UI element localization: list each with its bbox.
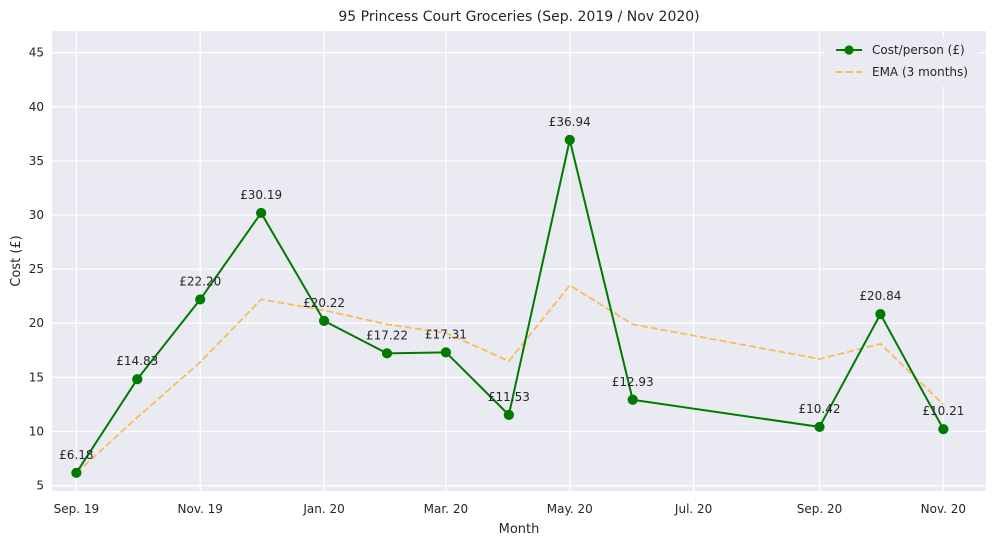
y-tick-label: 40	[29, 100, 44, 114]
data-point	[814, 421, 825, 433]
y-tick-label: 10	[29, 424, 44, 438]
x-tick-label: Nov. 19	[178, 502, 223, 516]
x-axis-title: Month	[499, 522, 540, 537]
y-tick-label: 5	[36, 479, 44, 493]
grid	[52, 31, 986, 491]
data-label: £22.20	[179, 274, 221, 288]
x-tick-label: Mar. 20	[424, 502, 468, 516]
data-label: £14.83	[116, 354, 158, 368]
data-point	[503, 409, 514, 421]
data-point	[256, 207, 267, 219]
x-tick-label: Nov. 20	[921, 502, 966, 516]
x-tick-label: Jul. 20	[674, 502, 712, 516]
y-tick-label: 35	[29, 154, 44, 168]
data-point	[132, 374, 143, 385]
y-tick-label: 30	[29, 208, 44, 222]
y-tick-label: 25	[29, 262, 44, 276]
data-label: £10.21	[922, 404, 964, 418]
y-tick-label: 20	[29, 316, 44, 330]
y-axis-ticks: 5 10 15 20 25 30 35 40 45	[29, 46, 44, 493]
data-labels: £6.18 £14.83 £22.20 £30.19 £20.22 £17.22 £17.3…	[59, 115, 964, 462]
data-point	[875, 309, 886, 320]
y-axis-title: Cost (£)	[9, 235, 24, 286]
legend-label-cost: Cost/person (£)	[872, 43, 965, 57]
data-point	[564, 134, 575, 145]
x-tick-label: Sep. 19	[54, 502, 100, 516]
data-point	[440, 347, 452, 358]
plot-area	[52, 31, 986, 491]
x-tick-label: May. 20	[547, 502, 593, 516]
data-label: £17.31	[425, 327, 467, 341]
series-line-ema	[75, 284, 944, 474]
data-label: £10.42	[799, 402, 841, 416]
data-label: £17.22	[366, 328, 408, 342]
chart-title: 95 Princess Court Groceries (Sep. 2019 /…	[338, 9, 699, 25]
x-tick-label: Jan. 20	[302, 502, 344, 516]
legend-marker-cost	[844, 45, 854, 55]
data-point	[627, 394, 638, 405]
data-point	[71, 467, 82, 478]
data-point	[318, 315, 330, 326]
legend-label-ema: EMA (3 months)	[872, 65, 968, 79]
data-label: £30.19	[240, 188, 282, 202]
legend: Cost/person (£) EMA (3 months)	[825, 37, 979, 87]
y-tick-label: 15	[29, 370, 44, 384]
data-label: £6.18	[59, 448, 93, 462]
data-point	[381, 348, 393, 359]
y-tick-label: 45	[29, 46, 44, 60]
data-point	[938, 424, 949, 435]
data-label: £20.84	[859, 289, 901, 303]
data-label: £11.53	[488, 390, 530, 404]
data-label: £20.22	[303, 296, 345, 310]
legend-box	[825, 37, 979, 87]
data-point	[195, 294, 206, 305]
data-label: £12.93	[612, 375, 654, 389]
series-group	[71, 134, 949, 478]
x-tick-label: Sep. 20	[797, 502, 843, 516]
x-axis-ticks: Sep. 19 Nov. 19 Jan. 20 Mar. 20 May. 20 Jul. …	[54, 502, 966, 516]
data-label: £36.94	[549, 115, 591, 129]
